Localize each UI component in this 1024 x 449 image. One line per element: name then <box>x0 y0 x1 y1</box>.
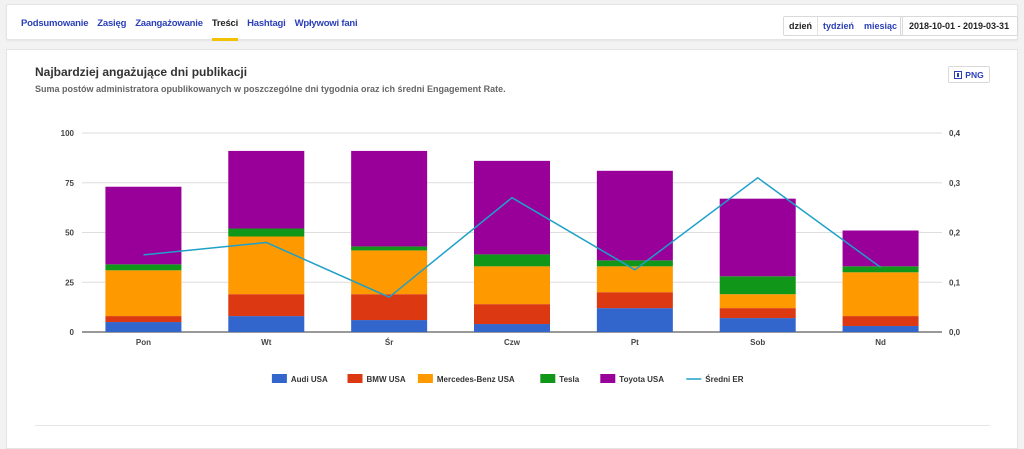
bar-segment <box>719 318 796 332</box>
bar-segment <box>474 324 550 332</box>
legend-label: Toyota USA <box>619 375 664 384</box>
x-tick-label: Sob <box>750 338 765 347</box>
legend-label: Audi USA <box>291 375 328 384</box>
export-png-label: PNG <box>965 69 984 80</box>
section-tabs: Podsumowanie Zasięg Zaangażowanie Treści Has… <box>21 5 366 41</box>
bar-segment <box>105 316 182 323</box>
legend-label: BMW USA <box>367 375 406 384</box>
y-tick-label: 0 <box>70 328 75 337</box>
bar-segment <box>596 260 673 267</box>
y2-tick-label: 0,4 <box>949 129 961 138</box>
card-divider <box>35 425 990 426</box>
bar-segment <box>842 326 919 332</box>
y2-tick-label: 0,0 <box>949 328 961 337</box>
period-option-3[interactable]: miesiąc <box>864 21 898 31</box>
bar-segment <box>474 254 550 267</box>
x-tick-label: Wt <box>261 338 272 347</box>
legend-swatch <box>600 374 616 383</box>
date-range-picker[interactable]: 2018-10-01 - 2019-03-31 <box>900 16 1018 36</box>
legend-label: Tesla <box>559 375 579 384</box>
y-tick-label: 75 <box>65 179 74 188</box>
bar-segment <box>228 294 305 317</box>
legend-swatch <box>417 374 433 383</box>
bar-segment <box>596 170 673 261</box>
tab-5[interactable]: Hashtagi <box>247 18 286 29</box>
stacked-bar-chart: 0 25 50 75 100 0,0 0,1 0,2 0,3 0,4 Pon Wt Śr Czw Pt Sob… <box>61 129 961 384</box>
bar-segment <box>842 316 919 327</box>
bar-segment <box>105 270 182 317</box>
bar-segment <box>719 308 796 319</box>
card-subtitle: Suma postów administratora opublikowanyc… <box>35 84 506 94</box>
tab-2[interactable]: Zasięg <box>97 18 127 29</box>
bar-segment <box>719 294 796 309</box>
period-option-2[interactable]: tydzień <box>823 21 855 31</box>
period-selector: dzień tydzień miesiąc <box>783 16 904 36</box>
x-tick-label: Pt <box>631 338 639 347</box>
bar-segment <box>351 294 428 321</box>
bar-segment <box>719 198 796 277</box>
y2-tick-label: 0,1 <box>949 278 961 287</box>
export-png-button[interactable]: PNG <box>948 66 990 83</box>
bar-segment <box>351 250 428 295</box>
legend-swatch <box>271 374 287 383</box>
x-tick-label: Czw <box>504 338 521 347</box>
bar-segment <box>351 320 428 332</box>
bar-segment <box>351 150 428 247</box>
y2-tick-label: 0,2 <box>949 229 961 238</box>
top-navigation-bar: Podsumowanie Zasięg Zaangażowanie Treści Has… <box>6 4 1018 41</box>
bar-segment <box>474 266 550 305</box>
tab-4[interactable]: Treści <box>211 5 238 41</box>
bar-segment <box>228 150 305 229</box>
er-line <box>143 176 882 299</box>
bar-segment <box>105 322 182 332</box>
y2-tick-label: 0,3 <box>949 179 961 188</box>
bar-segment <box>842 266 919 273</box>
y-tick-label: 100 <box>61 129 75 138</box>
legend-swatch <box>347 374 363 383</box>
legend-label: Średni ER <box>705 375 743 384</box>
bar-segment <box>474 304 550 325</box>
bar-segment <box>596 308 673 332</box>
bar-segment <box>719 276 796 295</box>
bar-segment <box>228 228 305 237</box>
legend-label: Mercedes-Benz USA <box>437 375 515 384</box>
bar-segment <box>105 186 182 265</box>
tab-6[interactable]: Wpływowi fani <box>294 18 358 29</box>
x-tick-label: Pon <box>136 338 151 347</box>
bar-segment <box>474 160 550 255</box>
bar-segment <box>596 292 673 309</box>
bar-segment <box>105 264 182 271</box>
download-icon <box>954 70 963 79</box>
x-tick-label: Śr <box>385 338 393 347</box>
tab-1[interactable]: Podsumowanie <box>21 18 89 29</box>
y-tick-label: 25 <box>65 278 74 287</box>
y-tick-label: 50 <box>65 229 74 238</box>
bar-segment <box>228 236 305 295</box>
card-title: Najbardziej angażujące dni publikacji <box>35 65 248 79</box>
tab-3[interactable]: Zaangażowanie <box>135 18 203 29</box>
bar-segment <box>351 246 428 251</box>
period-option-1[interactable]: dzień <box>784 17 819 35</box>
bar-segment <box>842 272 919 317</box>
legend-swatch <box>540 374 556 383</box>
x-tick-label: Nd <box>875 338 886 347</box>
bar-segment <box>228 316 305 332</box>
